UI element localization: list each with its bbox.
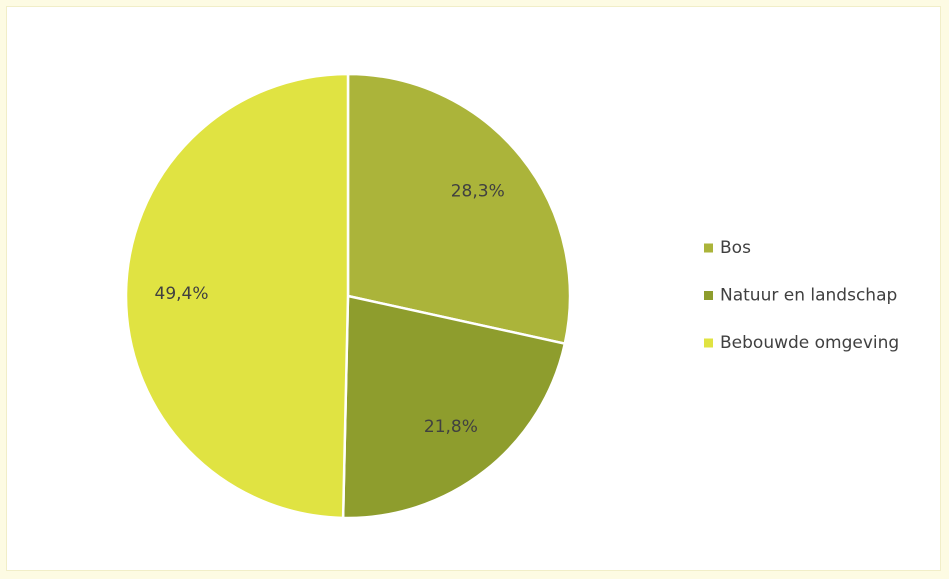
data-label: 49,4% <box>155 284 209 304</box>
data-label: 21,8% <box>424 417 478 437</box>
legend-label: Bebouwde omgeving <box>720 333 899 353</box>
pie-slice <box>341 294 567 520</box>
data-label: 28,3% <box>451 182 505 202</box>
legend-swatch <box>704 338 713 348</box>
chart: 28,3% 21,8% 49,4% Bos Natuur en landschap Beb… <box>124 72 899 520</box>
legend-swatch <box>704 243 713 253</box>
legend-label: Natuur en landschap <box>720 286 897 306</box>
chart-frame: 28,3% 21,8% 49,4% Bos Natuur en landschap Beb… <box>6 6 941 571</box>
pie-slice <box>124 72 350 520</box>
pie-slice <box>346 72 572 346</box>
legend-label: Bos <box>720 238 751 258</box>
legend-swatch <box>704 291 713 300</box>
